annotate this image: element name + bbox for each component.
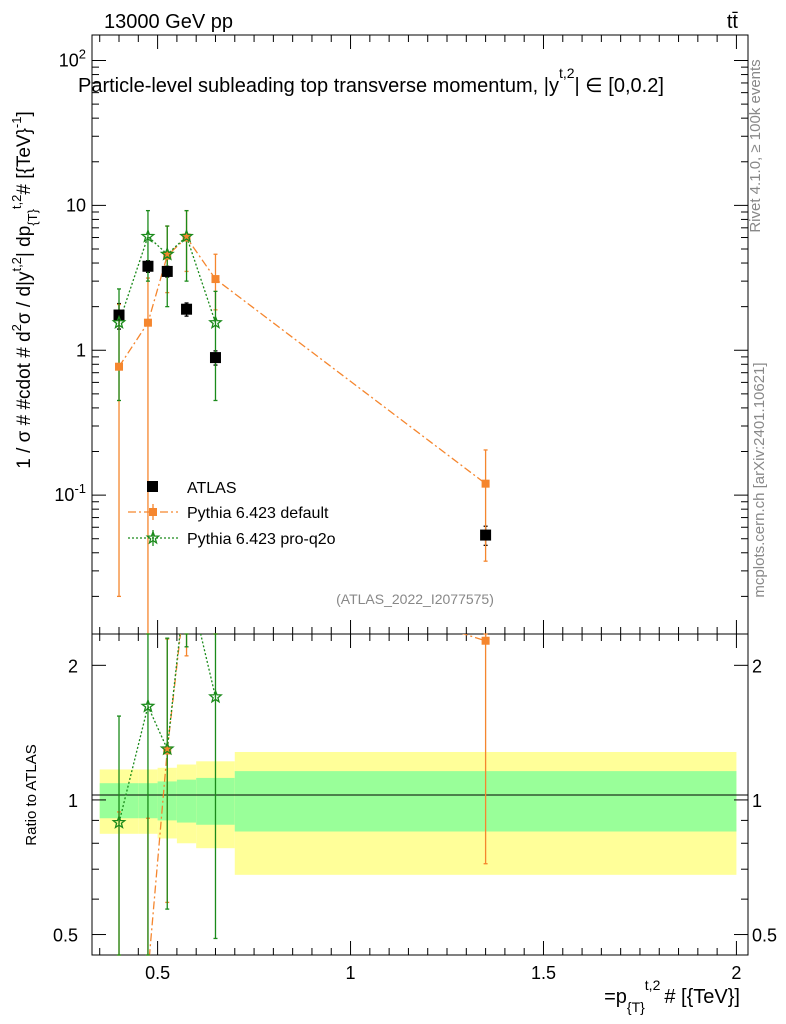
ratio-line-pythia-6-423-default	[148, 634, 486, 955]
ratio-tick-label: 0.5	[53, 926, 78, 946]
line-pythia-6-423-default	[118, 236, 486, 485]
ylabel-part-1: 1 / σ # #cdot # d	[14, 331, 35, 468]
y-tick-label: 10	[66, 195, 86, 215]
inner-band-bin	[176, 779, 197, 823]
legend-label-pythia-default: Pythia 6.423 default	[187, 505, 329, 522]
point-atlas	[161, 265, 173, 277]
analysis-id: (ATLAS_2022_I2077575)	[336, 591, 494, 607]
ratio-point-pythia-6-423-default	[163, 746, 172, 755]
point-atlas	[480, 529, 492, 541]
point-pythia-6-423-pro-q2o	[159, 246, 175, 261]
point-pythia-6-423-default	[481, 479, 490, 488]
legend-marker-pythia-proq2o	[145, 530, 161, 545]
point-atlas	[209, 352, 221, 364]
plot-title-sup: t,2	[559, 65, 575, 81]
ylabel-part-3: | dp	[14, 226, 35, 257]
ratio-tick-label: 2	[68, 656, 78, 676]
ratio-point-pythia-6-423-pro-q2o	[111, 814, 127, 829]
xlabel-suffix: # [{TeV}]	[664, 986, 740, 1008]
ratio-tick-label: 1	[68, 791, 78, 811]
process-label: tt̄	[727, 11, 739, 33]
ratio-point-pythia-6-423-pro-q2o	[140, 698, 156, 713]
point-atlas	[181, 303, 193, 315]
ratio-point-pythia-6-423-pro-q2o	[208, 689, 223, 704]
ratio-tick-label-right: 0.5	[752, 926, 777, 946]
point-pythia-6-423-default	[115, 362, 124, 371]
ylabel-sup-2: t,2	[9, 257, 24, 271]
y-tick-label: 10-1	[54, 481, 86, 505]
x-tick-label: 0.5	[145, 963, 170, 983]
point-atlas	[142, 260, 154, 272]
point-pythia-6-423-default	[211, 275, 220, 284]
main-y-axis-label: 1 / σ # #cdot # d2σ / d|yt,2| dp{T}t,2# …	[9, 111, 40, 469]
legend-entry-pythia-default: Pythia 6.423 default	[128, 504, 329, 522]
ratio-tick-label-right: 2	[752, 656, 762, 676]
ratio-point-pythia-6-423-default	[481, 636, 490, 645]
legend-marker-atlas	[147, 481, 158, 492]
energy-label: 13000 GeV pp	[104, 11, 233, 33]
point-pythia-6-423-default	[163, 251, 172, 260]
plot-title: Particle-level subleading top transverse…	[78, 65, 664, 97]
ratio-tick-label-right: 1	[752, 791, 762, 811]
x-tick-label: 1.5	[531, 963, 556, 983]
legend-entry-pythia-proq2o: Pythia 6.423 pro-q2o	[128, 530, 336, 548]
ylabel-part-5: ]	[14, 111, 35, 116]
y-tick-base: 10	[54, 485, 74, 505]
ratio-point-pythia-6-423-pro-q2o	[159, 741, 175, 756]
ylabel-part-2: σ / d|y	[14, 271, 35, 324]
y-tick-label: 1	[76, 340, 86, 360]
ylabel-part-4: # [{TeV}	[14, 128, 35, 195]
y-tick-exp: 2	[79, 47, 86, 62]
point-pythia-6-423-pro-q2o	[208, 314, 223, 329]
ratio-series-pythia-6-423-default	[148, 634, 486, 955]
x-axis-label: =p{T}t,2# [{TeV}]	[604, 977, 740, 1015]
legend: ATLAS Pythia 6.423 default Pythia 6.423 …	[128, 480, 336, 548]
x-tick-label: 1	[346, 963, 356, 983]
legend-entry-atlas: ATLAS	[147, 480, 237, 497]
ylabel-sub: {T}	[25, 208, 40, 225]
ratio-y-axis-label: Ratio to ATLAS	[23, 744, 40, 845]
plot-title-tail: | ∈ [0,0.2]	[575, 75, 664, 97]
xlabel-sup: t,2	[645, 977, 661, 993]
y-tick-base: 10	[59, 51, 79, 71]
plot-title-main: Particle-level subleading top transverse…	[78, 75, 559, 97]
point-pythia-6-423-pro-q2o	[111, 314, 127, 329]
ylabel-sup-4: -1	[9, 116, 24, 128]
x-tick-label: 2	[731, 963, 741, 983]
point-pythia-6-423-default	[182, 233, 191, 242]
point-pythia-6-423-pro-q2o	[179, 228, 194, 243]
point-pythia-6-423-default	[143, 318, 152, 327]
legend-label-pythia-proq2o: Pythia 6.423 pro-q2o	[187, 531, 336, 548]
xlabel-prefix: =p	[604, 986, 627, 1008]
ylabel-sup-1: 2	[9, 324, 24, 331]
data-markers	[111, 228, 492, 829]
legend-marker-pythia-default	[149, 508, 157, 516]
y-tick-label: 102	[59, 47, 86, 71]
xlabel-sub: {T}	[627, 999, 645, 1015]
ylabel-sup-3: t,2	[9, 195, 24, 209]
y-tick-exp: -1	[74, 481, 86, 496]
rivet-label: Rivet 4.1.0, ≥ 100k events	[747, 59, 764, 232]
point-pythia-6-423-pro-q2o	[140, 228, 156, 243]
legend-label-atlas: ATLAS	[187, 480, 237, 497]
mcplots-label: mcplots.cern.ch [arXiv:2401.10621]	[751, 362, 768, 597]
